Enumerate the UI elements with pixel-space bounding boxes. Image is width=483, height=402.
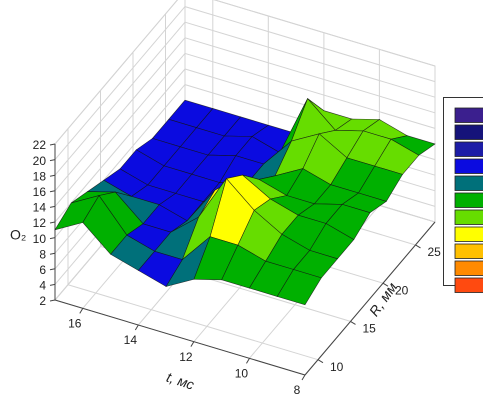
z-tick-label: 8: [39, 247, 46, 261]
z-tick-label: 2: [39, 294, 46, 308]
tick-mark: [134, 324, 139, 331]
y-tick-label: 25: [428, 245, 442, 259]
z-tick-label: 10: [33, 232, 47, 246]
legend-swatch: [454, 277, 483, 293]
tick-mark: [382, 282, 389, 287]
z-tick-label: 20: [33, 154, 47, 168]
y-tick-label: 10: [330, 360, 344, 374]
legend-swatch: [454, 192, 483, 208]
tick-mark: [246, 358, 250, 364]
legend-swatch: [454, 107, 483, 123]
tick-mark: [49, 159, 56, 162]
grid-line: [54, 37, 436, 192]
z-tick-label: 12: [33, 216, 47, 230]
tick-mark: [49, 283, 56, 286]
z-tick-label: 14: [33, 201, 47, 215]
grid-line: [67, 128, 319, 361]
tick-mark: [79, 308, 84, 314]
legend-swatch: [454, 243, 483, 259]
x-tick-label: 16: [68, 317, 82, 331]
x-tick-label: 12: [179, 350, 193, 364]
z-tick-label: 18: [33, 169, 47, 183]
legend-swatch: [454, 175, 483, 191]
x-tick-label: 14: [124, 333, 138, 347]
tick-mark: [49, 221, 56, 224]
tick-mark: [49, 143, 56, 146]
grid-line: [100, 90, 351, 322]
tick-mark: [301, 374, 306, 381]
z-axis-title: O₂: [10, 227, 26, 243]
z-tick-label: 6: [39, 263, 46, 277]
axis-line: [54, 299, 306, 376]
tick-mark: [49, 237, 56, 240]
tick-mark: [317, 359, 324, 364]
tick-mark: [49, 268, 56, 271]
tick-mark: [49, 174, 56, 177]
z-tick-label: 22: [33, 138, 47, 152]
tick-mark: [49, 252, 56, 255]
grid-line: [54, 6, 436, 160]
x-axis-title: t, мс: [165, 369, 197, 393]
z-tick-label: 4: [39, 279, 46, 293]
x-tick-label: 8: [294, 383, 301, 397]
z-tick-label: 16: [33, 185, 47, 199]
grid-line: [54, 21, 436, 176]
y-tick-label: 20: [395, 283, 409, 297]
tick-mark: [49, 205, 56, 208]
tick-mark: [350, 321, 356, 325]
x-tick-label: 10: [235, 367, 249, 381]
tick-mark: [190, 341, 195, 347]
tick-mark: [49, 299, 56, 302]
legend-swatch: [454, 158, 483, 174]
surface-patch: [276, 269, 322, 306]
y-tick-label: 15: [363, 322, 377, 336]
grid-line: [54, 52, 436, 207]
tick-mark: [415, 244, 421, 249]
legend-swatch: [454, 141, 483, 157]
legend-swatch: [454, 124, 483, 140]
legend-swatch: [454, 226, 483, 242]
legend-swatch: [454, 209, 483, 225]
tick-mark: [49, 190, 56, 193]
axis-line: [304, 221, 436, 376]
legend-swatch: [454, 260, 483, 276]
grid-line: [54, 0, 436, 145]
